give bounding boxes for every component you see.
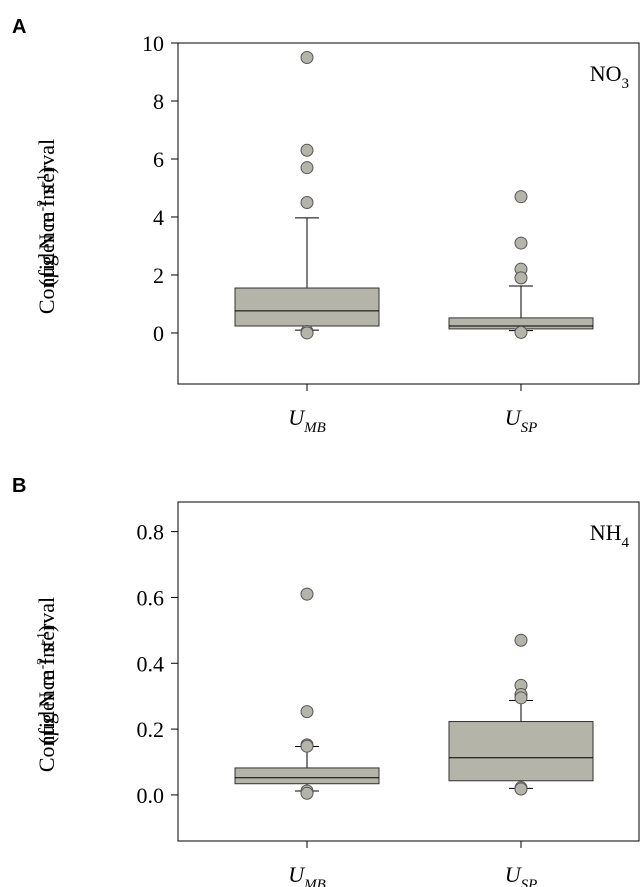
outlier (514, 271, 528, 285)
panel-label: A (12, 16, 26, 38)
annotation: NO3 (590, 61, 629, 92)
y-tick-label: 0.0 (137, 783, 165, 808)
y-axis-label: Confidence Interval(µg N m-2 s-1) (34, 597, 59, 772)
x-tick-label: UMB (288, 405, 326, 436)
outlier (300, 50, 314, 64)
outlier (514, 190, 528, 204)
outlier (300, 161, 314, 175)
category-symbol: U (505, 862, 523, 887)
y-label-text: ) (34, 167, 59, 174)
y-tick-label: 0.2 (137, 717, 165, 742)
y-tick-label: 4 (153, 205, 164, 230)
plot-frame (177, 501, 640, 842)
x-tick-label: USP (505, 862, 538, 887)
outlier (514, 691, 528, 705)
subscript: 3 (622, 76, 630, 92)
box (234, 767, 380, 785)
subscript: SP (521, 420, 538, 436)
category-symbol: U (288, 405, 306, 430)
superscript: -2 (35, 658, 50, 670)
category-symbol: U (505, 405, 523, 430)
outlier (300, 195, 314, 209)
superscript: -1 (35, 632, 50, 644)
plot-frame (177, 42, 640, 385)
y-axis-label: Confidence Interval(µg N m-2 s-1) (34, 139, 59, 314)
y-tick-label: 8 (153, 89, 164, 114)
y-tick-label: 10 (142, 31, 164, 56)
y-label-text: s (34, 644, 59, 658)
outlier (514, 782, 528, 796)
outlier (300, 786, 314, 800)
y-tick-label: 0.4 (137, 651, 165, 676)
outlier (300, 739, 314, 753)
y-label-text: (µg N m (34, 669, 59, 744)
outlier (300, 143, 314, 157)
y-tick-label: 0 (153, 321, 164, 346)
subscript: MB (303, 877, 326, 887)
y-label-line: Confidence Interval (34, 139, 59, 314)
x-tick-label: USP (505, 405, 538, 436)
y-label-line: Confidence Interval (34, 597, 59, 772)
subscript: 4 (622, 535, 630, 551)
y-tick-label: 0.8 (137, 520, 165, 545)
outlier (514, 236, 528, 250)
y-tick-label: 6 (153, 147, 164, 172)
outlier (300, 705, 314, 719)
box (234, 287, 380, 327)
y-label-text: s (34, 186, 59, 200)
superscript: -1 (35, 174, 50, 186)
outlier (514, 633, 528, 647)
annotation: NH4 (590, 520, 630, 551)
outlier (514, 325, 528, 339)
subscript: SP (521, 877, 538, 887)
y-label-text: (µg N m (34, 211, 59, 286)
y-label-line: (µg N m-2 s-1) (34, 167, 59, 287)
y-tick-label: 0.6 (137, 585, 165, 610)
panel-label: B (12, 475, 26, 497)
superscript: -2 (35, 200, 50, 212)
y-label-line: (µg N m-2 s-1) (34, 625, 59, 745)
subscript: MB (303, 420, 326, 436)
annotation-text: NH (590, 520, 622, 545)
annotation-text: NO (590, 61, 622, 86)
category-symbol: U (288, 862, 306, 887)
outlier (300, 587, 314, 601)
x-tick-label: UMB (288, 862, 326, 887)
y-tick-label: 2 (153, 263, 164, 288)
box (448, 721, 594, 782)
y-label-text: ) (34, 625, 59, 632)
outlier (300, 326, 314, 340)
